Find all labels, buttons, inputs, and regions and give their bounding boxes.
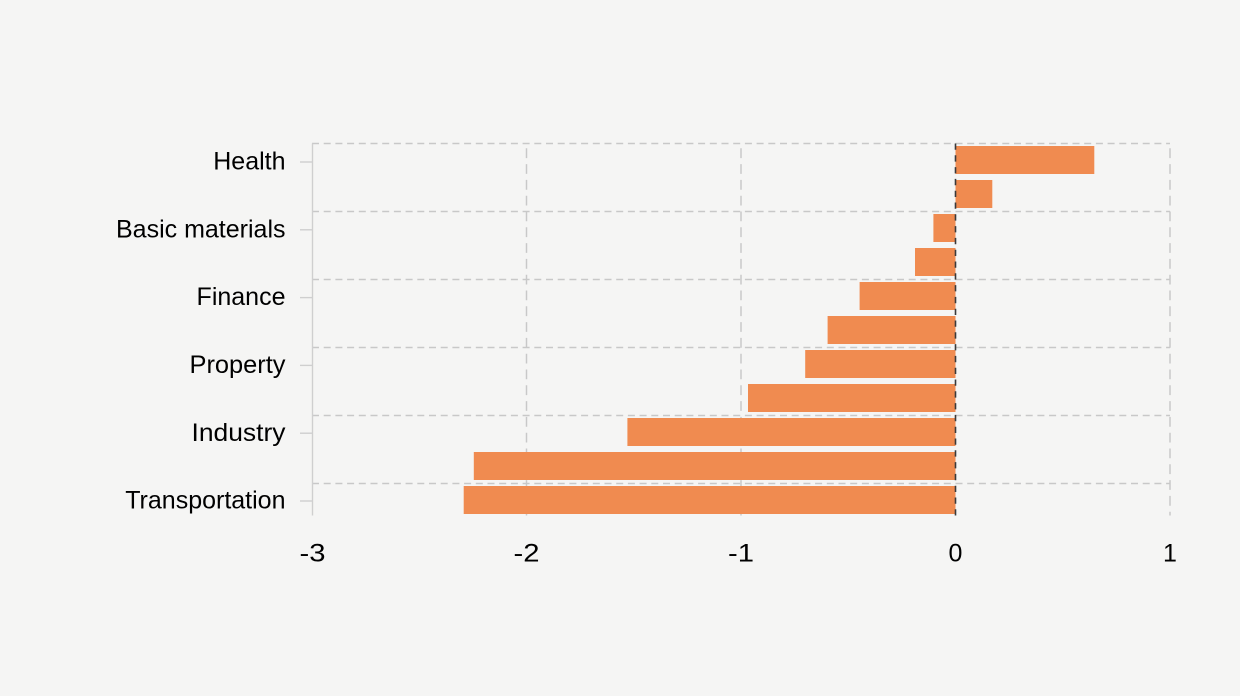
svg-text:1: 1	[1163, 540, 1177, 568]
svg-text:Transportation: Transportation	[125, 487, 285, 515]
svg-text:Industry: Industry	[192, 419, 287, 447]
svg-text:-1: -1	[728, 540, 754, 568]
svg-text:Finance: Finance	[197, 283, 286, 311]
svg-text:Property: Property	[190, 351, 287, 379]
svg-text:-2: -2	[514, 540, 540, 568]
svg-text:0: 0	[949, 540, 963, 568]
svg-text:Basic materials: Basic materials	[116, 215, 286, 243]
svg-text:-3: -3	[300, 540, 326, 568]
svg-text:Health: Health	[213, 148, 285, 176]
